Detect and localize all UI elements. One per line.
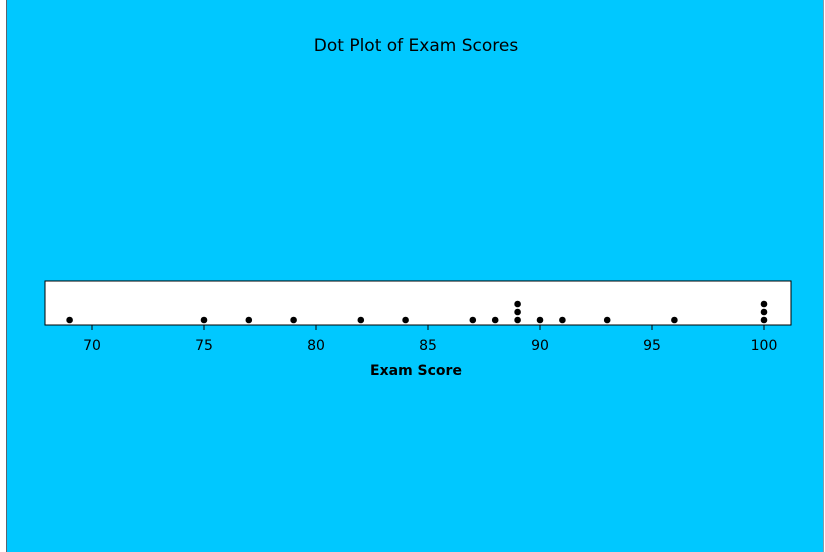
x-tick-label-100: 100	[751, 338, 778, 354]
data-dot	[245, 316, 253, 324]
data-dot	[290, 316, 297, 324]
data-dot	[514, 300, 521, 308]
data-dot	[514, 316, 521, 324]
chart-frame: Dot Plot of Exam Scores 70 75 80 85 90 95 100 …	[6, 0, 824, 552]
data-dot	[760, 300, 768, 308]
x-tick-label-90: 90	[531, 338, 549, 354]
data-dot	[357, 316, 365, 324]
data-dot	[514, 308, 521, 316]
data-dot	[559, 316, 566, 324]
data-dot	[760, 316, 768, 324]
x-tick-label-85: 85	[419, 338, 437, 354]
data-dots	[66, 300, 768, 324]
x-tick-label-75: 75	[195, 338, 213, 354]
data-dot	[491, 316, 499, 324]
plot-area	[44, 280, 792, 326]
chart-title: Dot Plot of Exam Scores	[313, 36, 519, 56]
data-dot	[469, 316, 477, 324]
data-dot	[536, 316, 544, 324]
dot-plot: 70 75 80 85 90 95 100 Exam Score	[44, 280, 792, 379]
data-dot	[402, 316, 409, 324]
x-tick-label-70: 70	[83, 338, 101, 354]
x-tick-label-80: 80	[307, 338, 325, 354]
x-axis-tick-labels: 70 75 80 85 90 95 100	[83, 338, 777, 354]
x-axis-label: Exam Score	[370, 363, 462, 379]
x-axis-ticks	[91, 325, 765, 330]
data-dot	[603, 316, 611, 324]
x-tick-label-95: 95	[643, 338, 661, 354]
data-dot	[200, 316, 208, 324]
data-dot	[66, 316, 73, 324]
data-dot	[671, 316, 678, 324]
data-dot	[760, 308, 768, 316]
